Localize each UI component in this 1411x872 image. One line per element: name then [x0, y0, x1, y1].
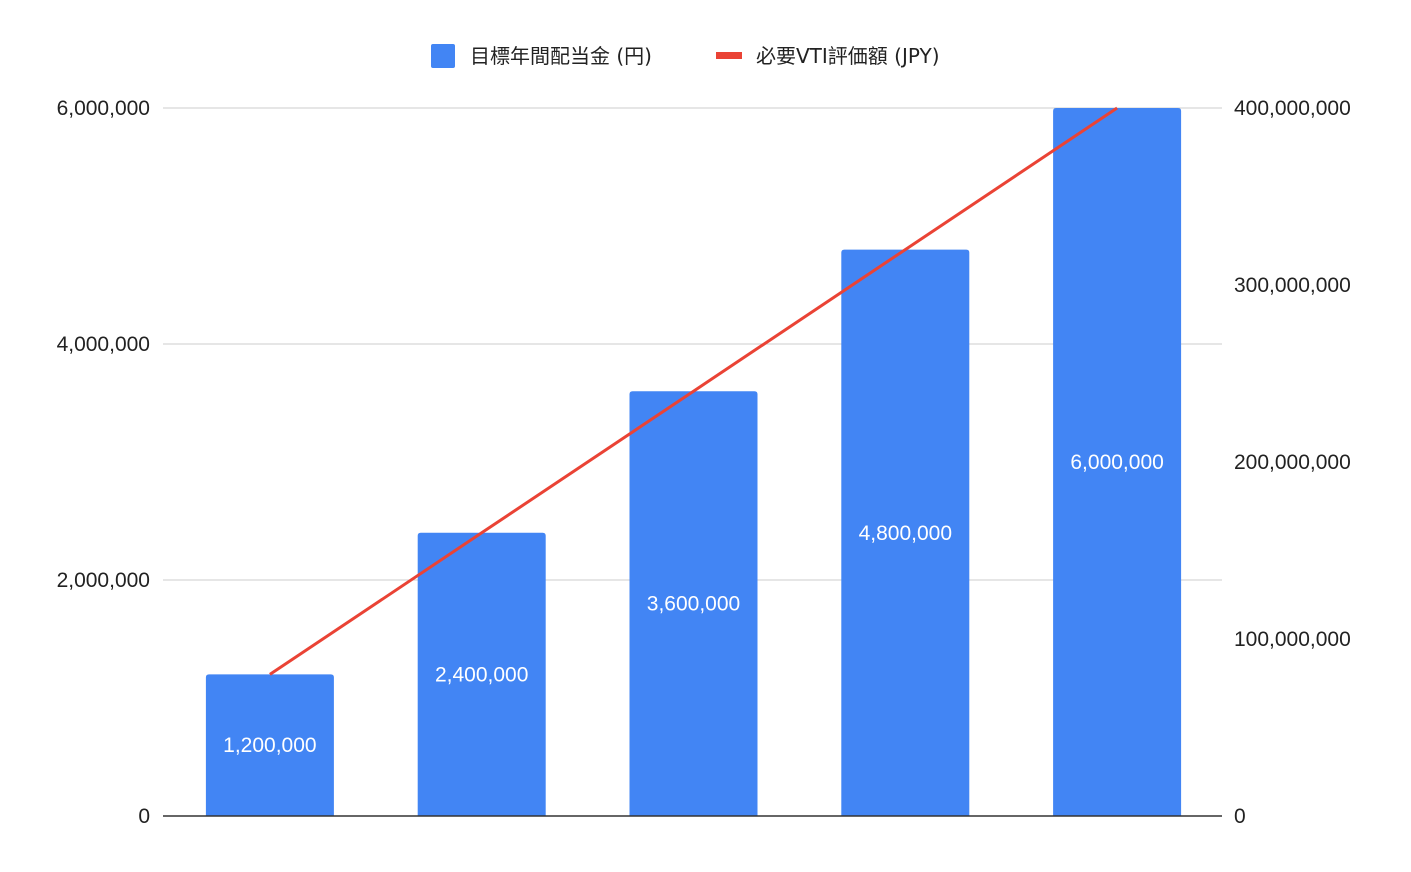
legend-swatch-bar — [431, 44, 455, 68]
left-tick-label: 4,000,000 — [57, 333, 150, 356]
legend-label-bar: 目標年間配当金 (円) — [470, 44, 652, 68]
right-tick-label: 200,000,000 — [1234, 451, 1351, 474]
bar-data-label: 3,600,000 — [647, 593, 740, 616]
left-axis-tick-labels: 0 2,000,000 4,000,000 6,000,000 — [57, 97, 150, 828]
legend-label-line: 必要VTI評価額 (JPY) — [756, 44, 940, 68]
left-tick-label: 0 — [138, 805, 150, 828]
left-tick-label: 6,000,000 — [57, 97, 150, 120]
right-tick-label: 400,000,000 — [1234, 97, 1351, 120]
bar — [629, 391, 758, 816]
right-axis-tick-labels: 0 100,000,000 200,000,000 300,000,000 400,00… — [1234, 97, 1351, 828]
series-line — [269, 106, 1118, 676]
legend-swatch-line — [716, 52, 742, 59]
bar-data-labels: 1,200,000 2,400,000 3,600,000 4,800,000 6,00… — [223, 451, 1164, 757]
bar-series — [205, 108, 1182, 817]
bar — [841, 249, 970, 817]
bar-data-label: 1,200,000 — [223, 734, 316, 757]
bar — [205, 674, 334, 816]
bar — [1053, 108, 1182, 816]
right-tick-label: 300,000,000 — [1234, 274, 1351, 297]
legend: 目標年間配当金 (円) 必要VTI評価額 (JPY) — [431, 44, 940, 68]
bar — [417, 532, 546, 816]
bar-data-label: 2,400,000 — [435, 663, 528, 686]
right-tick-label: 0 — [1234, 805, 1246, 828]
left-tick-label: 2,000,000 — [57, 569, 150, 592]
bar-data-label: 6,000,000 — [1070, 451, 1163, 474]
line-series — [269, 106, 1118, 676]
bar-data-label: 4,800,000 — [859, 522, 952, 545]
right-tick-label: 100,000,000 — [1234, 628, 1351, 651]
